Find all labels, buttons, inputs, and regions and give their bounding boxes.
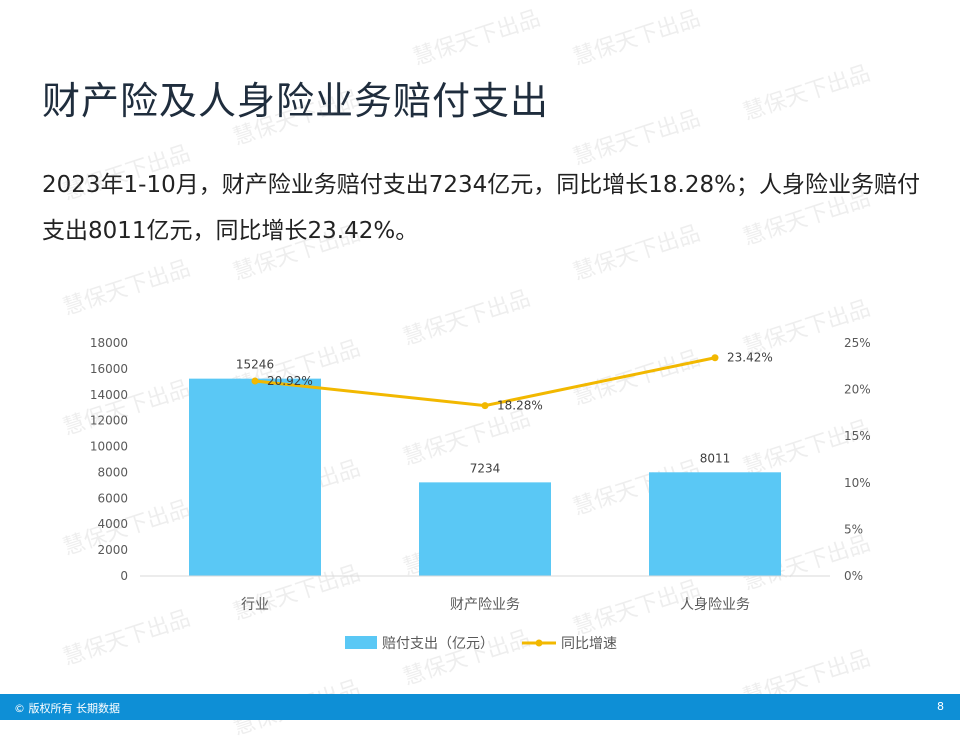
page-number: 8 [937,700,944,713]
y2-tick-label: 20% [844,383,871,397]
growth-value-label: 20.92% [267,374,313,388]
y-tick-label: 6000 [97,491,128,505]
bar-value-label: 7234 [470,461,501,475]
legend-bar-swatch [345,636,377,649]
summary-text: 2023年1-10月，财产险业务赔付支出7234亿元，同比增长18.28%；人身… [42,172,920,244]
x-tick-label: 财产险业务 [450,597,520,613]
y2-tick-label: 15% [844,429,871,443]
bar [649,472,781,576]
growth-point [711,354,719,362]
y-tick-label: 8000 [97,465,128,479]
y-tick-label: 12000 [90,414,128,428]
growth-line [254,356,716,408]
y2-tick-label: 10% [844,476,871,490]
footer-copyright: © 版权所有 长期数据 [14,702,120,715]
y-tick-label: 14000 [90,388,128,402]
y2-tick-label: 5% [844,522,863,536]
x-tick-label: 人身险业务 [680,597,750,613]
x-tick-label: 行业 [241,597,269,613]
y2-tick-label: 25% [844,336,871,350]
y-tick-label: 0 [120,569,128,583]
legend-line-marker [535,639,543,647]
legend-bar-label: 赔付支出（亿元） [382,636,494,652]
footer-bar: © 版权所有 长期数据 8 [0,694,960,720]
watermark-text: 慧保天下出品 [60,256,194,321]
legend-line-label: 同比增速 [561,636,617,652]
y-tick-label: 16000 [90,362,128,376]
y-tick-label: 18000 [90,336,128,350]
y-tick-label: 2000 [97,543,128,557]
watermark-text: 慧保天下出品 [570,6,704,71]
growth-value-label: 23.42% [727,351,773,365]
bar [189,378,321,576]
growth-point [481,402,489,410]
y-tick-label: 4000 [97,517,128,531]
bar-value-label: 8011 [700,451,731,465]
y-tick-label: 10000 [90,440,128,454]
bar-value-label: 15246 [236,358,274,372]
growth-point [251,377,259,385]
growth-value-label: 18.28% [497,399,543,413]
bar [419,482,551,576]
watermark-text: 慧保天下出品 [570,106,704,171]
slide-title: 财产险及人身险业务赔付支出 [42,79,550,123]
watermark-text: 慧保天下出品 [740,61,874,126]
watermark-text: 慧保天下出品 [410,6,544,71]
combo-chart: 0 2000 4000 6000 8000 10000 12000 14000 16000 180… [90,336,871,652]
y2-tick-label: 0% [844,569,863,583]
